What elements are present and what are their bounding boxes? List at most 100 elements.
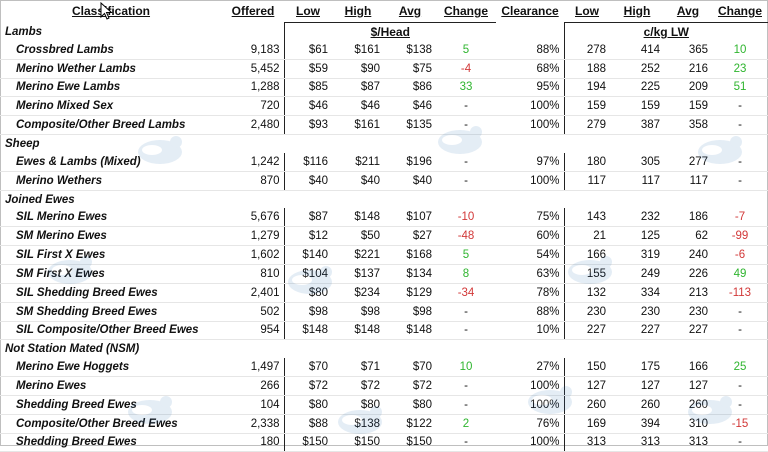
cell-change: - xyxy=(436,171,496,191)
table-row[interactable]: Composite/Other Breed Lambs 2,480 $93 $161 $… xyxy=(0,115,768,136)
cell-offered: 5,452 xyxy=(222,59,284,79)
cell-high: $150 xyxy=(332,433,384,452)
cell-high2: 414 xyxy=(610,40,664,60)
col-classification[interactable]: Classification xyxy=(71,4,151,19)
cell-change: 10 xyxy=(436,358,496,378)
table-row[interactable]: Composite/Other Breed Ewes 2,338 $88 $138 $1… xyxy=(0,414,768,434)
cell-offered: 870 xyxy=(222,171,284,191)
cell-change2: -113 xyxy=(712,283,768,303)
table-row[interactable]: Shedding Breed Ewes 180 $150 $150 $150-100% 3… xyxy=(0,433,768,452)
cell-offered: 9,183 xyxy=(222,40,284,60)
cell-high2: 227 xyxy=(610,321,664,341)
table-row[interactable]: Merino Wethers 870 $40 $40 $40-100% 117 117 117… xyxy=(0,171,768,191)
row-classification: SM Merino Ewes xyxy=(0,226,222,247)
table-row[interactable]: Merino Ewes 266 $72 $72 $72-100% 127 127 127- xyxy=(0,376,768,396)
cell-clearance: 88% xyxy=(496,302,564,322)
cell-high2: 230 xyxy=(610,302,664,322)
cell-clearance: 100% xyxy=(496,171,564,191)
cell-clearance: 27% xyxy=(496,358,564,378)
cell-low2: 21 xyxy=(563,226,610,247)
row-classification: Merino Wethers xyxy=(0,171,222,191)
col-low[interactable]: Low xyxy=(296,4,320,18)
cell-low: $61 xyxy=(283,40,332,60)
row-classification: Composite/Other Breed Lambs xyxy=(0,115,222,136)
cell-high2: 305 xyxy=(610,152,664,172)
cell-clearance: 100% xyxy=(496,96,564,117)
cell-low2: 159 xyxy=(563,96,610,117)
cell-clearance: 75% xyxy=(496,208,564,228)
cell-low2: 180 xyxy=(563,152,610,172)
cell-avg: $46 xyxy=(384,96,436,117)
table-row[interactable]: Shedding Breed Ewes 104 $80 $80 $80-100% 260 2… xyxy=(0,395,768,415)
cell-offered: 2,401 xyxy=(222,283,284,303)
cell-avg: $72 xyxy=(384,376,436,396)
cell-high2: 232 xyxy=(610,208,664,228)
cell-avg2: 226 xyxy=(664,264,712,284)
cell-offered: 2,338 xyxy=(222,414,284,434)
table-row[interactable]: SIL First X Ewes 1,602 $140 $221 $168 5 54% 166… xyxy=(0,245,768,265)
col-low-ckg[interactable]: Low xyxy=(575,4,599,18)
cell-avg: $86 xyxy=(384,78,436,98)
cell-high: $72 xyxy=(332,376,384,396)
row-classification: Merino Ewes xyxy=(0,376,222,396)
col-avg-ckg[interactable]: Avg xyxy=(676,4,700,18)
cell-low2: 188 xyxy=(563,59,610,79)
col-avg[interactable]: Avg xyxy=(398,4,422,18)
cell-high2: 225 xyxy=(610,78,664,98)
table-row[interactable]: SIL Composite/Other Breed Ewes 954 $148 $14… xyxy=(0,321,768,341)
cell-high: $161 xyxy=(332,40,384,60)
table-row[interactable]: Ewes & Lambs (Mixed) 1,242 $116 $211 $196-97… xyxy=(0,152,768,172)
cell-low: $140 xyxy=(283,245,332,265)
cell-change: - xyxy=(436,302,496,322)
cell-change: 8 xyxy=(436,264,496,284)
col-clearance[interactable]: Clearance xyxy=(501,4,559,19)
cell-low2: 278 xyxy=(563,40,610,60)
row-classification: SM Shedding Breed Ewes xyxy=(0,302,222,322)
cell-low2: 127 xyxy=(563,376,610,396)
cell-avg2: 277 xyxy=(664,152,712,172)
table-row[interactable]: Merino Ewe Lambs 1,288 $85 $87 $86 33 95% 194 22… xyxy=(0,78,768,98)
table-row[interactable]: SM First X Ewes 810 $104 $137 $134 8 63% 155 249… xyxy=(0,264,768,284)
col-change[interactable]: Change xyxy=(443,4,488,18)
table-row[interactable]: SIL Merino Ewes 5,676 $87 $148 $107 -10 75% 143… xyxy=(0,208,768,228)
cell-change2: 49 xyxy=(712,264,768,284)
cell-offered: 1,602 xyxy=(222,245,284,265)
cell-change2: - xyxy=(712,115,768,136)
cell-avg: $138 xyxy=(384,40,436,60)
cell-low: $40 xyxy=(283,171,332,191)
cell-low2: 260 xyxy=(563,395,610,415)
cell-offered: 1,242 xyxy=(222,152,284,172)
cell-low2: 143 xyxy=(563,208,610,228)
row-classification: Shedding Breed Ewes xyxy=(0,395,222,415)
cell-avg: $122 xyxy=(384,414,436,434)
cell-high2: 249 xyxy=(610,264,664,284)
col-high-ckg[interactable]: High xyxy=(623,4,651,18)
col-change-ckg[interactable]: Change xyxy=(717,4,762,18)
table-row[interactable]: Merino Mixed Sex 720 $46 $46 $46-100% 159 159 1… xyxy=(0,96,768,117)
cell-high: $148 xyxy=(332,321,384,341)
row-classification: Crossbred Lambs xyxy=(0,40,222,60)
col-high[interactable]: High xyxy=(344,4,372,18)
row-classification: SM First X Ewes xyxy=(0,264,222,284)
table-row[interactable]: Merino Ewe Hoggets 1,497 $70 $71 $70 10 27% 150… xyxy=(0,358,768,378)
cell-change2: - xyxy=(712,171,768,191)
table-row[interactable]: Crossbred Lambs 9,183 $61 $161 $138 5 88% 278 41… xyxy=(0,40,768,60)
cell-change: -34 xyxy=(436,283,496,303)
cell-low: $12 xyxy=(283,226,332,247)
table-row[interactable]: SM Shedding Breed Ewes 502 $98 $98 $98-88% 23… xyxy=(0,302,768,322)
cell-high2: 313 xyxy=(610,433,664,452)
cell-high: $98 xyxy=(332,302,384,322)
col-offered[interactable]: Offered xyxy=(231,4,275,19)
cell-change2: -7 xyxy=(712,208,768,228)
table-row[interactable]: SM Merino Ewes 1,279 $12 $50 $27 -48 60% 21 125 6… xyxy=(0,226,768,247)
cell-low2: 117 xyxy=(563,171,610,191)
cell-high2: 117 xyxy=(610,171,664,191)
cell-high: $148 xyxy=(332,208,384,228)
cell-avg: $148 xyxy=(384,321,436,341)
cell-change: -48 xyxy=(436,226,496,247)
cell-avg: $70 xyxy=(384,358,436,378)
table-row[interactable]: SIL Shedding Breed Ewes 2,401 $80 $234 $129-… xyxy=(0,283,768,303)
cell-low: $59 xyxy=(283,59,332,79)
table-row[interactable]: Merino Wether Lambs 5,452 $59 $90 $75 -4 68% 18… xyxy=(0,59,768,79)
cell-avg2: 240 xyxy=(664,245,712,265)
